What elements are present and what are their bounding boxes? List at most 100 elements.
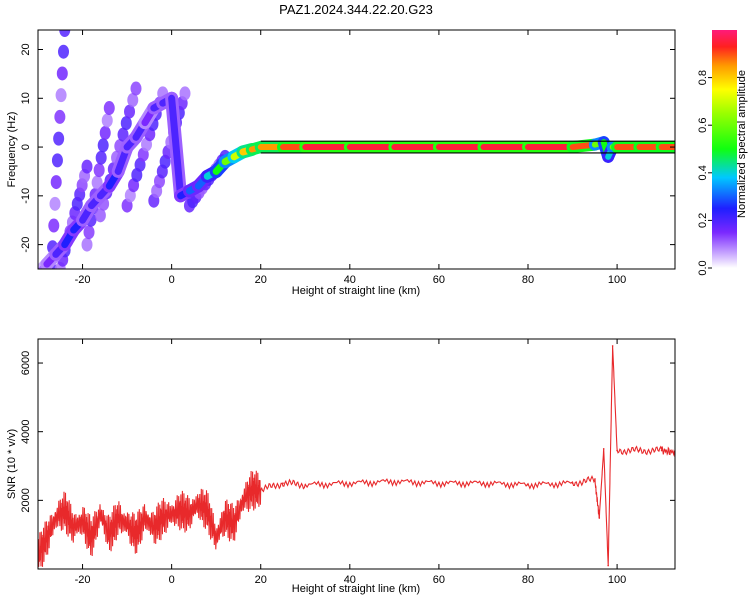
snr-data-point bbox=[304, 484, 307, 486]
colorbar-title: Normalized spectral amplitude bbox=[736, 70, 748, 218]
snr-data-point bbox=[594, 478, 596, 481]
snr-y-tick-label: 2000 bbox=[20, 488, 32, 512]
spectrogram-streak-blob bbox=[81, 237, 93, 252]
spectrogram-streak-blob bbox=[117, 127, 129, 142]
snr-data-point bbox=[349, 482, 351, 484]
y-tick-label: 0 bbox=[20, 144, 32, 150]
snr-x-tick-label: 20 bbox=[255, 574, 267, 586]
snr-x-tick-label: 100 bbox=[608, 574, 626, 586]
snr-data-point bbox=[72, 527, 75, 529]
x-tick-label: 20 bbox=[255, 274, 267, 286]
snr-y-tick-label: 6000 bbox=[20, 351, 32, 375]
snr-data-point bbox=[611, 345, 614, 347]
snr-data-point bbox=[598, 516, 601, 519]
snr-x-tick-label: -20 bbox=[75, 574, 91, 586]
colorbar-gradient bbox=[712, 30, 737, 268]
y-tick-label: -10 bbox=[20, 188, 32, 204]
snr-data-point bbox=[144, 516, 146, 519]
snr-data-point bbox=[81, 520, 84, 522]
spectrogram-marks bbox=[38, 30, 675, 269]
snr-x-tick-label: 0 bbox=[169, 574, 175, 586]
snr-panel: -20 0 20 40 60 80 100 2000 4000 6000 Height of str… bbox=[6, 338, 676, 595]
spectrogram-streak-blob bbox=[99, 125, 111, 140]
snr-data-point bbox=[571, 482, 574, 484]
snr-data-point bbox=[55, 516, 57, 519]
x-tick-label: 40 bbox=[344, 274, 356, 286]
spectrogram-streak-blob bbox=[53, 131, 65, 146]
spectrogram-streak-blob bbox=[56, 66, 68, 81]
colorbar-tick-label: 0.4 bbox=[697, 165, 709, 180]
snr-data-point bbox=[251, 489, 253, 491]
colorbar-tick-label: 0.2 bbox=[697, 213, 709, 228]
snr-data-point bbox=[616, 449, 618, 452]
spectrogram-streak-blob bbox=[179, 86, 191, 101]
snr-data-point bbox=[282, 482, 284, 484]
spectrogram-streak-blob bbox=[51, 153, 63, 168]
spectrogram-streak-blob bbox=[127, 93, 139, 108]
x-axis-title: Height of straight line (km) bbox=[292, 285, 420, 297]
snr-data-point bbox=[527, 484, 529, 486]
colorbar-tick-label: 0.8 bbox=[697, 70, 709, 85]
snr-x-tick-label: 40 bbox=[344, 574, 356, 586]
spectrogram-frame bbox=[37, 29, 676, 270]
spectrogram-streak-blob bbox=[81, 159, 93, 174]
spectrogram-streak-blob bbox=[50, 175, 62, 190]
spectrogram-streak-blob bbox=[55, 88, 67, 103]
snr-data-point bbox=[99, 513, 102, 515]
spectrogram-streak-blob bbox=[91, 175, 103, 190]
snr-data-point bbox=[188, 513, 191, 515]
snr-data-point bbox=[638, 449, 641, 452]
spectrogram-streak-blob bbox=[93, 163, 105, 178]
snr-data-point bbox=[215, 537, 217, 539]
snr-data-point bbox=[233, 523, 235, 526]
snr-series-line bbox=[38, 345, 675, 567]
snr-x-tick-label: 80 bbox=[522, 574, 534, 586]
ridge-core-segment bbox=[168, 94, 185, 200]
colorbar-tick-label: 0.0 bbox=[697, 260, 709, 275]
snr-x-tick-label: 60 bbox=[433, 574, 445, 586]
snr-data-point bbox=[393, 480, 396, 483]
snr-background bbox=[38, 339, 675, 569]
spectrogram-streak-blob bbox=[103, 101, 115, 116]
snr-data-point bbox=[170, 513, 173, 515]
spectrogram-streak-blob bbox=[83, 225, 95, 240]
snr-data-point bbox=[482, 482, 485, 484]
snr-data-point bbox=[161, 516, 164, 519]
spectrogram-streak-blob bbox=[101, 113, 113, 128]
snr-data-point bbox=[153, 527, 155, 529]
x-tick-label: 0 bbox=[169, 274, 175, 286]
x-tick-label: 80 bbox=[522, 274, 534, 286]
snr-frame bbox=[37, 338, 676, 570]
spectrogram-streak-blob bbox=[49, 196, 61, 211]
y-tick-label: -20 bbox=[20, 237, 32, 253]
snr-data-point bbox=[660, 449, 663, 452]
snr-data-point bbox=[197, 502, 200, 505]
figure-title: PAZ1.2024.344.22.20.G23 bbox=[279, 2, 433, 17]
snr-data-point bbox=[224, 516, 226, 519]
snr-data-point bbox=[206, 509, 209, 512]
y-tick-label: 20 bbox=[20, 43, 32, 55]
spectrogram-streak-blob bbox=[124, 104, 136, 119]
spectrogram-streak-blob bbox=[94, 208, 106, 223]
snr-data-point bbox=[90, 537, 93, 539]
snr-data-point bbox=[602, 448, 605, 450]
spectrogram-streak-blob bbox=[48, 218, 60, 233]
snr-data-point bbox=[46, 537, 48, 539]
snr-data-point bbox=[438, 482, 440, 484]
colorbar-tick-label: 0.6 bbox=[697, 118, 709, 133]
spectrogram-streak-blob bbox=[120, 116, 132, 131]
x-tick-label: 100 bbox=[608, 274, 626, 286]
spectrogram-streak-blob bbox=[59, 30, 71, 37]
x-tick-label: 60 bbox=[433, 274, 445, 286]
spectrogram-streak-blob bbox=[95, 150, 107, 165]
y-axis-title: Frequency (Hz) bbox=[6, 112, 18, 188]
snr-data-point bbox=[607, 564, 609, 567]
snr-data-point bbox=[242, 499, 244, 502]
spectrogram-streak-blob bbox=[54, 109, 66, 124]
snr-y-axis-title: SNR (10 * v/v) bbox=[6, 429, 18, 499]
spectrogram-streak-blob bbox=[58, 44, 70, 59]
snr-data-point bbox=[126, 523, 128, 526]
colorbar: 0.0 0.2 0.4 0.6 0.8 Normalized spectral ampli… bbox=[697, 30, 748, 276]
